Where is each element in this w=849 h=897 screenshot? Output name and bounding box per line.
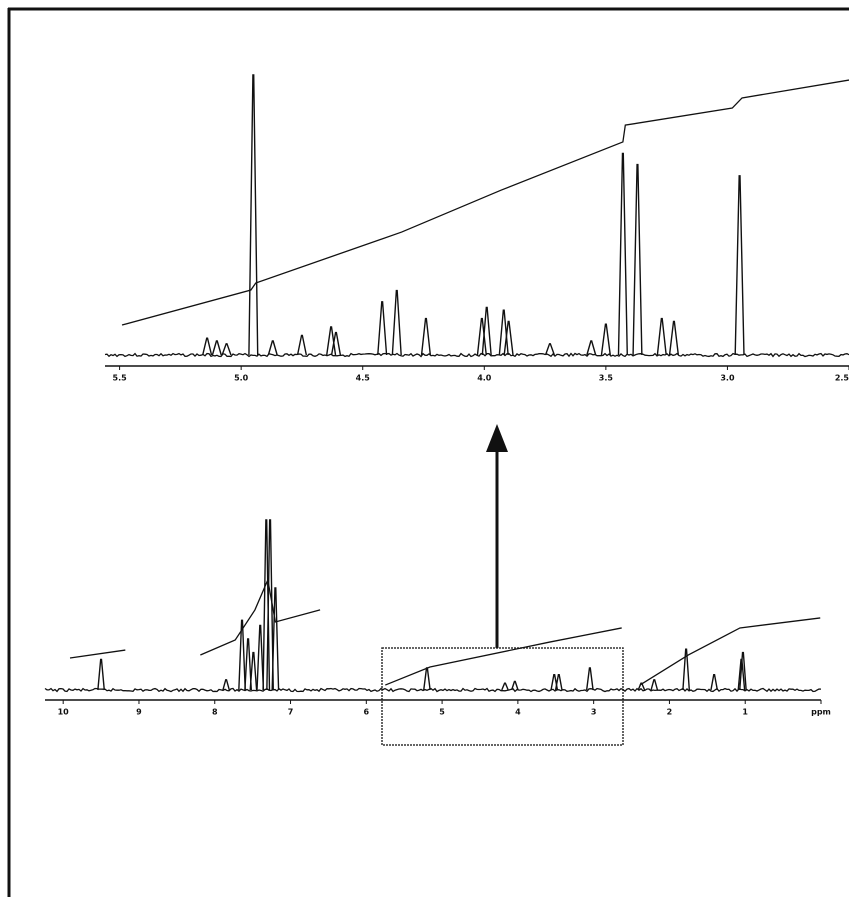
x-tick-label: 3.5 [599, 374, 614, 383]
x-tick-label: 1 [742, 708, 748, 717]
x-tick-label: 4 [515, 708, 521, 717]
integral-curve [69, 577, 821, 686]
peak [423, 667, 431, 691]
peak [550, 674, 559, 691]
peak [682, 648, 691, 691]
peak [238, 619, 246, 691]
peak [267, 340, 278, 356]
peak [503, 320, 514, 356]
peak [244, 638, 252, 691]
x-tick-label: 5.0 [234, 374, 249, 383]
peak [554, 674, 563, 691]
peak [510, 680, 519, 691]
x-tick-label: 7 [288, 708, 294, 717]
peak [600, 323, 611, 356]
x-tick-label: 10 [58, 708, 70, 717]
x-tick-label: ppm [811, 708, 831, 717]
x-tick-label: 9 [136, 708, 142, 717]
peak [501, 682, 509, 691]
peak [544, 343, 556, 356]
integral-curve [121, 79, 849, 326]
peak [498, 309, 509, 356]
peak [256, 624, 265, 691]
peak [632, 163, 643, 356]
x-tick-label: 2.5 [835, 374, 849, 383]
zoom-box [381, 647, 624, 746]
peak [585, 667, 594, 691]
x-tick-label: 2 [667, 708, 673, 717]
x-tick-label: 3.0 [720, 374, 735, 383]
peak [221, 343, 232, 356]
peak [211, 340, 222, 356]
peak [668, 320, 680, 356]
x-tick-label: 5.5 [113, 374, 128, 383]
peak [617, 152, 628, 356]
x-tick-label: 4.0 [477, 374, 492, 383]
peak [391, 289, 402, 356]
peak [222, 679, 230, 691]
peak [650, 679, 659, 691]
peak [249, 651, 258, 691]
x-tick-label: 8 [212, 708, 218, 717]
x-tick-label: 6 [364, 708, 370, 717]
arrow-head [486, 424, 508, 452]
peak [481, 306, 492, 356]
peak [710, 674, 719, 691]
peak [734, 175, 745, 356]
peak [737, 658, 746, 691]
peak [248, 74, 259, 356]
baseline [104, 352, 849, 358]
x-tick-label: 5 [439, 708, 445, 717]
x-tick-label: 4.5 [356, 374, 371, 383]
peak [330, 331, 342, 356]
peak [420, 317, 432, 356]
x-tick-label: 3 [591, 708, 597, 717]
peak [296, 334, 308, 356]
peak [377, 301, 388, 356]
peak [586, 340, 597, 356]
peak [97, 658, 105, 691]
peak [637, 682, 646, 691]
baseline [44, 687, 822, 693]
peak [739, 651, 747, 691]
peak [202, 337, 213, 356]
peak [271, 587, 280, 691]
peak [656, 317, 667, 356]
